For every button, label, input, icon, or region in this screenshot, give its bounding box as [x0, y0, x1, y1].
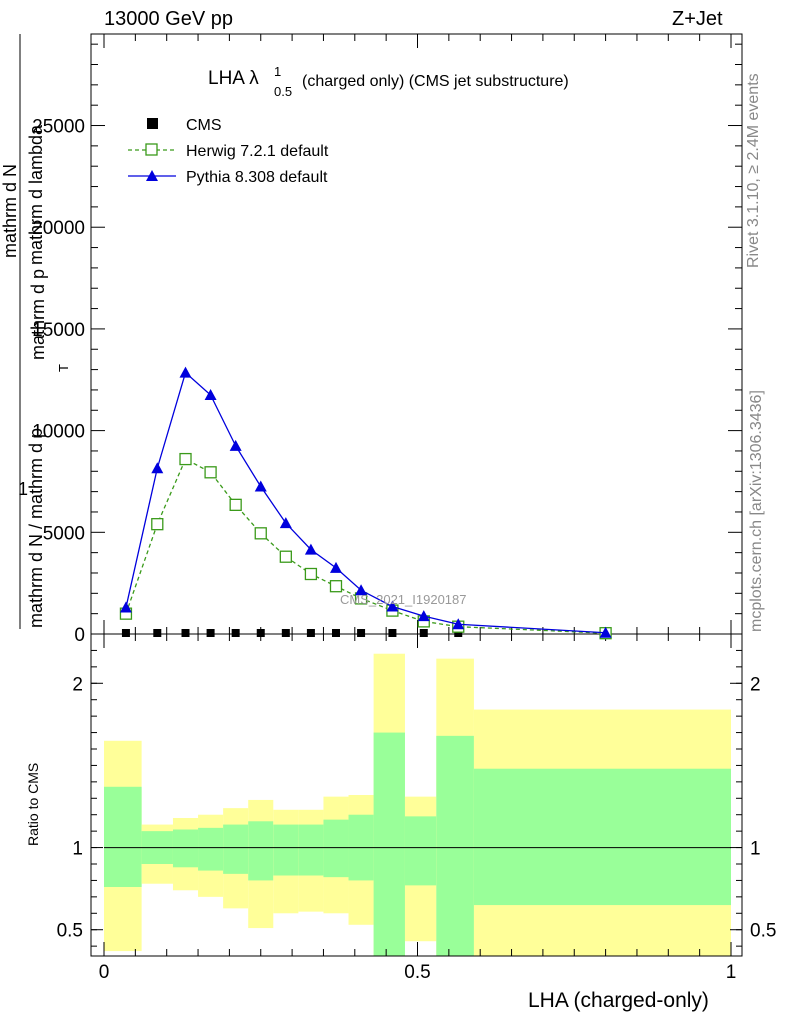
y-label-line-2: mathrm d p [28, 269, 48, 360]
watermark: CMS_2021_I1920187 [340, 592, 467, 607]
series-line-1 [125, 458, 606, 634]
legend-label-cms: CMS [186, 117, 222, 134]
pythia-point [151, 462, 164, 474]
cms-point [454, 629, 463, 637]
pythia-point [599, 626, 612, 638]
cms-point [281, 629, 290, 637]
ratio-y-tick-label: 2 [72, 674, 83, 695]
y-label-line-3: mathrm d N [0, 164, 20, 258]
x-axis-label: LHA (charged-only) [528, 989, 709, 1012]
pythia-point [254, 480, 267, 492]
ratio-inner-band-0 [104, 786, 142, 887]
x-tick-label: 0.5 [404, 962, 430, 983]
y-label-line-1: mathrm d N / mathrm d p [26, 428, 46, 628]
title-sub: 0.5 [274, 84, 292, 99]
ratio-inner-band-7 [298, 824, 324, 876]
ratio-y-tick-label-right: 1 [750, 839, 761, 860]
y-label-t-marker: T [56, 364, 71, 372]
pythia-point [119, 601, 132, 613]
pythia-point [304, 543, 317, 555]
main-frame [90, 33, 743, 635]
legend-label-herwig: Herwig 7.2.1 default [186, 143, 329, 160]
pythia-point [417, 610, 430, 622]
ratio-inner-band-12 [436, 735, 474, 956]
y-label-line-4: mathrm d lambda [26, 124, 46, 265]
cms-point [181, 629, 190, 637]
main-axes: 0 5000 10000 15000 20000 25000 [32, 33, 743, 646]
cms-point [153, 629, 162, 637]
ratio-y-tick-label: 0.5 [57, 921, 83, 942]
pythia-point [329, 561, 342, 573]
herwig-point [304, 567, 318, 581]
ratio-y-label: Ratio to CMS [25, 763, 41, 846]
herwig-point [229, 498, 242, 511]
legend-marker-pythia [146, 170, 158, 181]
main-y-tick-label: 20000 [32, 218, 85, 239]
y-label-numerator: 1 [18, 479, 28, 499]
herwig-point [179, 452, 192, 466]
main-y-tick-label: 10000 [32, 422, 85, 443]
cms-point [419, 629, 428, 637]
ratio-inner-band-13 [473, 768, 731, 906]
ratio-inner-band-10 [373, 732, 405, 956]
main-y-tick-label: 0 [74, 625, 85, 646]
ratio-inner-band-2 [172, 829, 199, 868]
pythia-point [355, 584, 368, 596]
x-tick-label: 1 [726, 962, 737, 983]
main-y-tick-label: 5000 [43, 523, 85, 544]
cms-point [231, 629, 240, 637]
cms-point [206, 629, 215, 637]
title-rest: (charged only) (CMS jet substructure) [302, 73, 569, 90]
ratio-bands [104, 653, 731, 956]
ratio-y-tick-label: 1 [72, 839, 83, 860]
pythia-point [452, 618, 465, 630]
x-tick-label: 0 [99, 962, 110, 983]
herwig-point [254, 527, 267, 540]
legend-marker-herwig [145, 143, 158, 156]
herwig-point [329, 580, 343, 593]
legend: CMS Herwig 7.2.1 default Pythia 8.308 de… [128, 117, 329, 186]
cms-point [331, 629, 340, 637]
legend-label-pythia: Pythia 8.308 default [186, 169, 328, 186]
pythia-point [229, 439, 242, 451]
ratio-inner-band-3 [198, 827, 224, 871]
ratio-inner-band-6 [273, 824, 299, 876]
ratio-inner-band-8 [323, 819, 349, 878]
main-y-tick-label: 15000 [32, 320, 85, 341]
main-y-tick-label: 25000 [32, 117, 85, 138]
series-layer [119, 366, 612, 640]
cms-point [388, 629, 397, 637]
pythia-point [279, 517, 292, 529]
pythia-point [386, 600, 399, 612]
pythia-point [204, 389, 217, 401]
herwig-point [151, 518, 164, 531]
cms-point [121, 629, 130, 637]
energy-label: 13000 GeV pp [104, 8, 233, 30]
cms-point [357, 629, 366, 637]
ratio-y-tick-label-right: 2 [750, 674, 761, 695]
ratio-axes: 0.5 0.5 1 1 2 2 0 0.5 1 [57, 633, 776, 983]
cms-point [306, 629, 315, 637]
legend-marker-cms [147, 118, 158, 129]
pythia-point [179, 366, 192, 378]
ratio-inner-band-5 [248, 821, 274, 881]
herwig-point [204, 466, 217, 479]
title-sup: 1 [274, 64, 281, 79]
ratio-inner-band-11 [404, 816, 437, 886]
plot-title: LHA λ 1 0.5 (charged only) (CMS jet subs… [208, 64, 569, 99]
ratio-inner-band-4 [223, 824, 249, 874]
cms-point [256, 629, 265, 637]
herwig-point [279, 550, 292, 563]
y-axis-label: 1 mathrm d N / mathrm d p mathrm d p mat… [0, 34, 71, 629]
ratio-y-tick-label-right: 0.5 [750, 921, 776, 942]
process-label: Z+Jet [672, 8, 723, 30]
title-main: LHA λ [208, 68, 259, 89]
